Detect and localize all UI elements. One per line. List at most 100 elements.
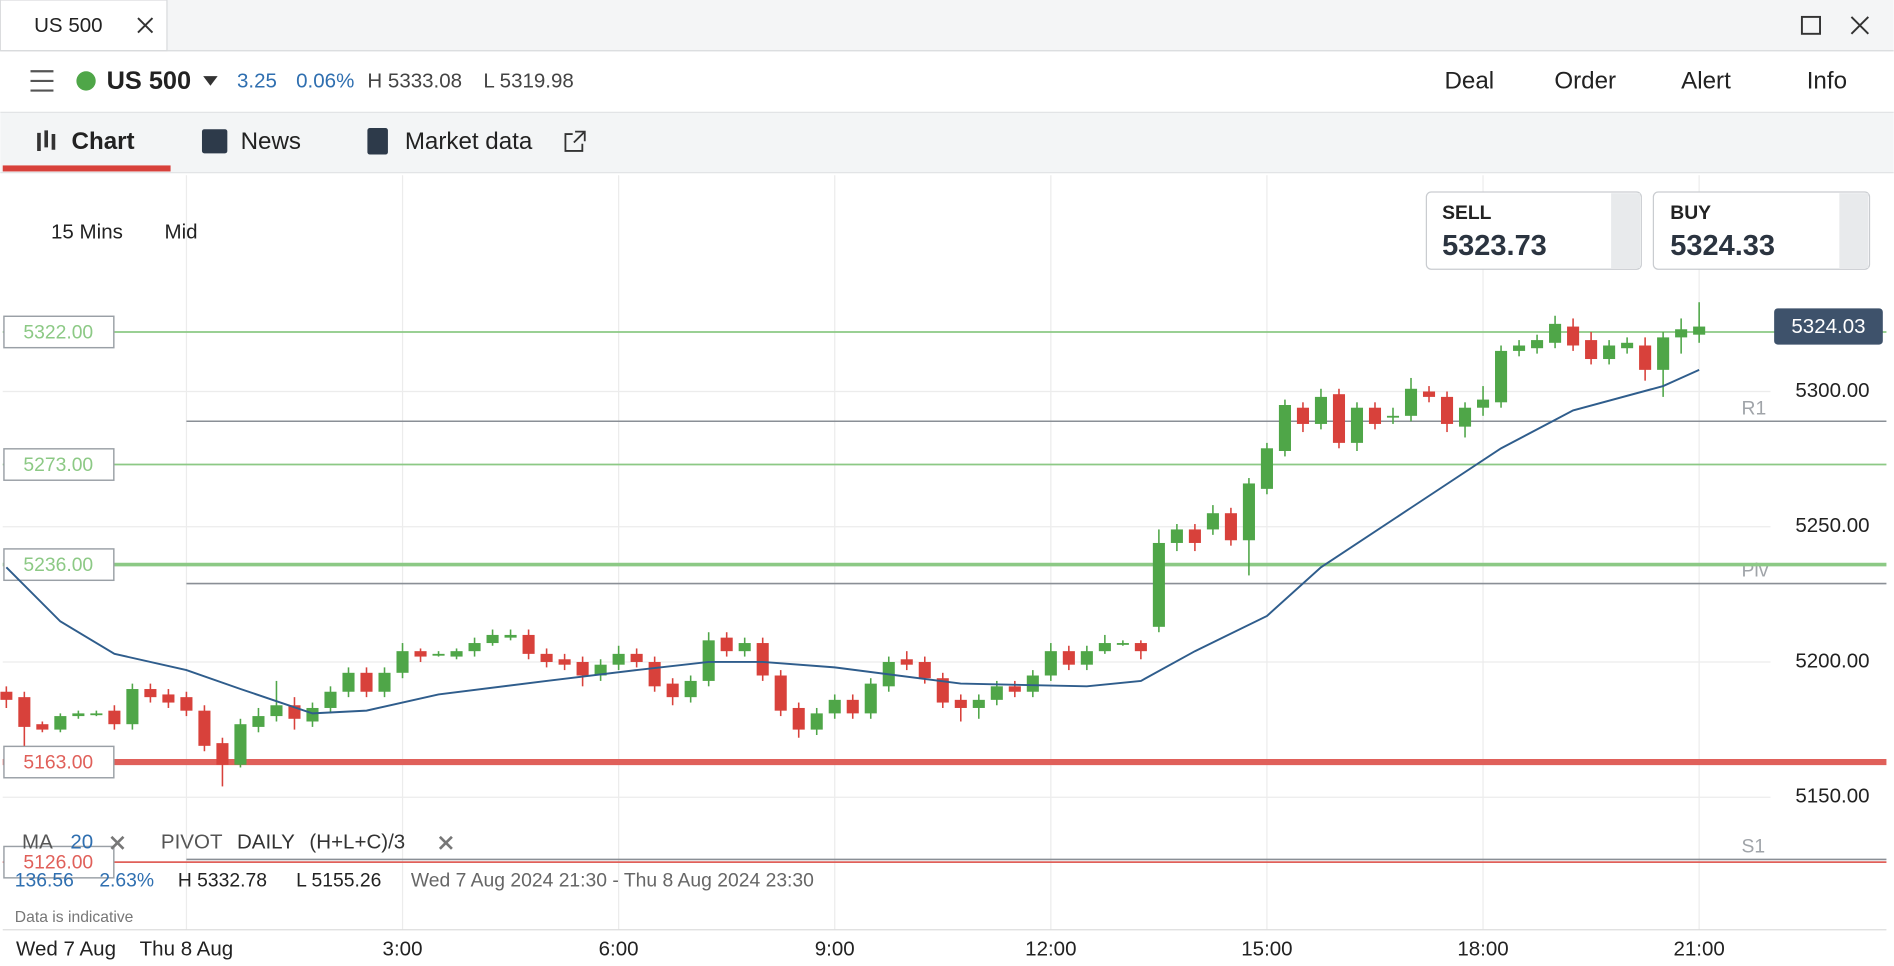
window-tab-title: US 500 xyxy=(34,14,102,37)
candle-body xyxy=(90,713,103,716)
candle-body xyxy=(1278,405,1291,451)
close-tab-icon[interactable] xyxy=(137,17,154,34)
candle-body xyxy=(774,675,787,711)
external-link-icon[interactable] xyxy=(564,130,586,152)
tab-bar xyxy=(0,0,1894,51)
candle-body xyxy=(666,683,679,698)
candle-body xyxy=(810,713,823,730)
candle-body xyxy=(972,699,985,708)
candle-body xyxy=(1026,675,1039,692)
candle-body xyxy=(792,707,805,730)
sell-box[interactable] xyxy=(1425,191,1642,270)
candle-body xyxy=(558,659,571,665)
candle-body xyxy=(1386,415,1400,418)
candle-body xyxy=(1657,337,1670,370)
close-window-icon[interactable] xyxy=(1850,16,1870,35)
candle-body xyxy=(1008,686,1021,692)
candle-body xyxy=(324,691,337,708)
deal-button[interactable]: Deal xyxy=(1444,67,1494,94)
candle-body xyxy=(828,699,841,714)
remove-ma-icon[interactable] xyxy=(110,835,125,850)
y-tick-label: 5300.00 xyxy=(1795,379,1869,402)
candle-body xyxy=(522,634,535,654)
x-tick-label: 18:00 xyxy=(1457,938,1508,961)
chart-tab[interactable]: Chart xyxy=(72,128,135,155)
candle-body xyxy=(1477,399,1490,408)
news-icon xyxy=(201,129,228,154)
candle-body xyxy=(1296,407,1309,424)
candle-body xyxy=(1440,396,1454,424)
price-level-box xyxy=(3,745,115,779)
sell-price: 5323.73 xyxy=(1442,230,1547,262)
alert-button[interactable]: Alert xyxy=(1681,67,1731,94)
x-tick-label: 3:00 xyxy=(383,938,423,961)
candle-body xyxy=(1585,340,1598,360)
sell-label: SELL xyxy=(1442,203,1492,224)
candle-body xyxy=(1693,326,1706,335)
disclaimer: Data is indicative xyxy=(15,909,134,926)
instrument-name[interactable]: US 500 xyxy=(107,67,192,95)
news-tab[interactable]: News xyxy=(241,128,301,155)
summary-change-pct: 2.63% xyxy=(99,871,154,892)
candle-body xyxy=(1044,651,1057,676)
x-tick-label: 6:00 xyxy=(599,938,639,961)
price-level-box xyxy=(3,548,115,582)
candle-body xyxy=(1170,529,1183,543)
high: H 5333.08 xyxy=(367,70,462,93)
candle-body xyxy=(1080,651,1093,665)
price-type-selector[interactable]: Mid xyxy=(165,220,198,243)
candle-body xyxy=(1513,345,1526,351)
candle-body xyxy=(180,697,193,711)
market-data-tab[interactable]: Market data xyxy=(405,128,533,155)
menu-icon[interactable] xyxy=(30,70,54,92)
x-tick-label: 9:00 xyxy=(815,938,855,961)
order-button[interactable]: Order xyxy=(1554,67,1616,94)
price-level-label: 5273.00 xyxy=(23,455,93,476)
candle-body xyxy=(1567,326,1580,346)
candle-body xyxy=(396,651,409,673)
maximize-icon[interactable] xyxy=(1800,15,1821,35)
candle-body xyxy=(1332,394,1346,443)
candle-body xyxy=(270,705,283,717)
price-level-label: 5236.00 xyxy=(23,555,93,576)
candle-body xyxy=(990,686,1003,700)
ma-period: 20 xyxy=(70,830,93,853)
change-pct: 0.06% xyxy=(296,70,354,93)
interval-selector[interactable]: 15 Mins xyxy=(51,220,123,243)
candle-body xyxy=(630,653,643,662)
candle-body xyxy=(1062,651,1075,665)
candle-body xyxy=(234,724,247,765)
window-tab[interactable] xyxy=(0,0,168,52)
candle-body xyxy=(144,689,157,698)
info-button[interactable]: Info xyxy=(1807,67,1847,94)
sell-box-side xyxy=(1611,193,1641,269)
remove-pivot-icon[interactable] xyxy=(438,835,453,850)
candle-body xyxy=(684,680,697,698)
summary-low: L 5155.26 xyxy=(296,871,381,892)
last-price-label: 5324.03 xyxy=(1791,315,1865,338)
candle-body xyxy=(36,724,49,730)
x-tick-label: 12:00 xyxy=(1025,938,1076,961)
market-status-dot xyxy=(76,71,96,91)
chart-plot: 5150.00 5200.00 5250.00 5300.00 Wed 7 Aug Thu… xyxy=(0,175,1887,961)
candle-body xyxy=(414,651,427,657)
moving-average-line xyxy=(5,368,1700,715)
content-tabs xyxy=(0,112,1894,173)
candle-body xyxy=(1549,323,1562,343)
buy-label: BUY xyxy=(1670,203,1711,224)
candle-body xyxy=(576,661,589,676)
candle-body xyxy=(702,640,715,681)
candle-body xyxy=(900,659,913,665)
candle-body xyxy=(1098,643,1111,652)
candle-body xyxy=(1422,391,1436,397)
price-level-label: 5126.00 xyxy=(23,852,93,873)
dropdown-icon[interactable] xyxy=(203,76,218,86)
candle-body xyxy=(450,651,463,657)
buy-box[interactable] xyxy=(1652,191,1871,270)
y-tick-label: 5200.00 xyxy=(1795,649,1869,672)
candle-body xyxy=(864,683,877,714)
buy-price: 5324.33 xyxy=(1670,230,1775,262)
candle-body xyxy=(1495,350,1508,403)
candle-body xyxy=(612,653,625,665)
